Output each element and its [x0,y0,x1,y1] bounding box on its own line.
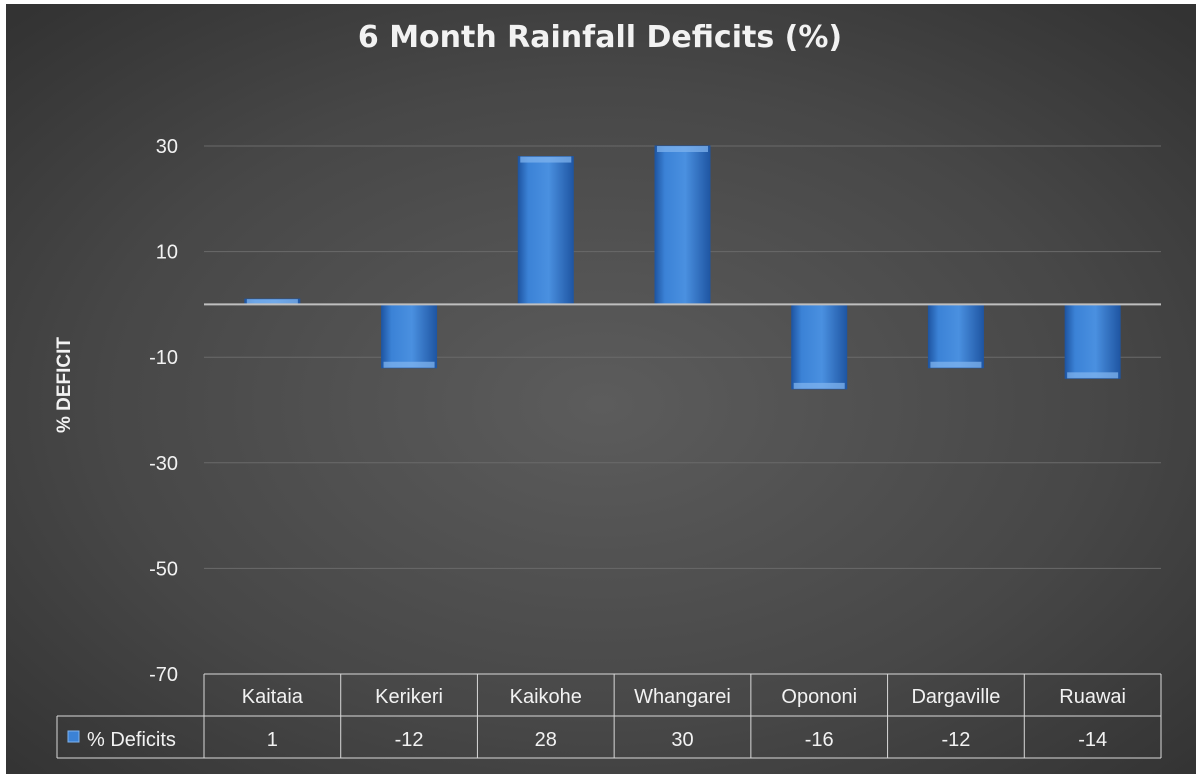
data-table: Kaitaia 1 Kerikeri -12 Kaikohe 28 Whangarei 30 O… [56,673,1162,759]
category-label: Ruawai [1059,686,1126,708]
bar [791,303,848,390]
data-value-cell: -12 [941,729,970,751]
category-label: Kaitaia [242,686,304,708]
y-tick-label: 30 [156,136,178,158]
bar [517,156,574,305]
bar-opononi [791,303,848,390]
bar-bevel [383,361,435,368]
category-label: Opononi [781,686,857,708]
y-axis-label: % DEFICIT [54,337,75,433]
y-tick-label: -70 [149,664,178,686]
bar-kaikohe [517,156,574,305]
data-value-cell: -14 [1078,729,1107,751]
data-value-cell: -16 [805,729,834,751]
data-value-cell: 28 [535,729,557,751]
y-tick-label: -30 [149,453,178,475]
y-tick-label: -50 [149,558,178,580]
bar [927,303,984,369]
data-value-cell: -12 [395,729,424,751]
bar-bevel [930,361,982,368]
bar [654,145,711,305]
legend-label: % Deficits [87,729,176,751]
bar-bevel [246,299,298,306]
legend-swatch [67,730,80,743]
bar-bevel [793,382,845,389]
chart-title: 6 Month Rainfall Deficits (%) [358,20,842,55]
category-label: Kerikeri [375,686,443,708]
bar-bevel [520,156,572,163]
bar-kerikeri [381,303,438,369]
data-value-cell: 1 [267,729,278,751]
bar-whangarei [654,145,711,305]
bar-dargaville [927,303,984,369]
bar [381,303,438,369]
bars [244,145,1121,390]
y-tick-label: -10 [149,347,178,369]
category-label: Kaikohe [510,686,582,708]
category-label: Whangarei [634,686,731,708]
bar-ruawai [1064,303,1121,379]
bar-bevel [657,146,708,152]
bar-bevel [1067,372,1119,379]
y-tick-label: 10 [156,242,178,264]
data-value-cell: 30 [671,729,693,751]
bar [1064,303,1121,379]
y-axis-ticks: 30 10 -10 -30 -50 -70 [149,136,178,686]
category-label: Dargaville [911,686,1000,708]
chart-background [6,4,1196,774]
